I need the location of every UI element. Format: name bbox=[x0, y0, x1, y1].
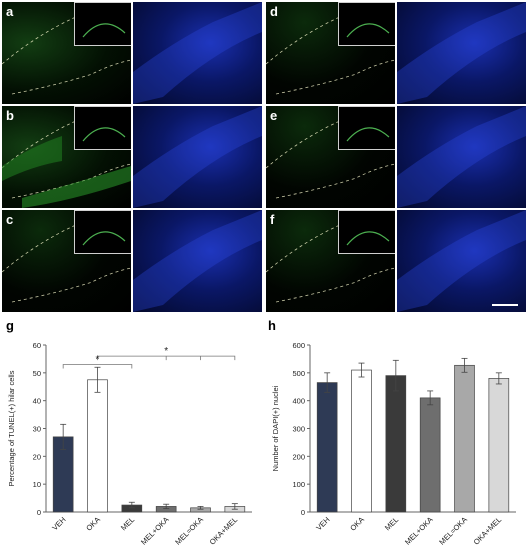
y-tick-label: 100 bbox=[292, 480, 305, 489]
tunel-micrograph-f: f bbox=[266, 210, 395, 312]
dapi-micrograph-e bbox=[397, 106, 526, 208]
bar-OKA bbox=[351, 369, 372, 513]
significance-star: * bbox=[164, 346, 168, 357]
bar-MEL=OKA bbox=[454, 364, 475, 513]
panel-label-f: f bbox=[270, 212, 275, 227]
panel-label-b: b bbox=[6, 108, 14, 123]
category-label: MEL+OKA bbox=[139, 515, 171, 547]
significance-star: * bbox=[96, 354, 100, 365]
category-label: MEL bbox=[119, 515, 136, 532]
overview-inset bbox=[74, 106, 131, 150]
category-label: MEL bbox=[383, 515, 400, 532]
category-label: OKA bbox=[84, 515, 102, 533]
bar-OKA bbox=[87, 379, 108, 513]
y-tick-label: 10 bbox=[33, 480, 41, 489]
significance-bracket bbox=[62, 364, 133, 369]
y-tick-label: 30 bbox=[33, 425, 41, 434]
dapi-micrograph-b bbox=[133, 106, 262, 208]
overview-inset bbox=[338, 106, 395, 150]
dapi-micrograph-c bbox=[133, 210, 262, 312]
category-label: VEH bbox=[50, 515, 67, 532]
dapi-micrograph-a bbox=[133, 2, 262, 104]
category-label: VEH bbox=[314, 515, 331, 532]
tunel-micrograph-a: a bbox=[2, 2, 131, 104]
tunel-micrograph-b: b bbox=[2, 106, 131, 208]
overview-inset bbox=[74, 2, 131, 46]
tunel-bar-chart: 0 10 20 30 40 50 60 Percentage of TUNEL(+) hila… bbox=[7, 341, 252, 547]
y-tick-label: 0 bbox=[301, 508, 305, 517]
y-tick-label: 400 bbox=[292, 397, 305, 406]
bar-MEL+OKA bbox=[419, 397, 441, 513]
overview-inset bbox=[74, 210, 131, 254]
y-axis-label: Number of DAPI(+) nuclei bbox=[271, 385, 280, 471]
overview-inset bbox=[338, 210, 395, 254]
y-tick-label: 60 bbox=[33, 341, 41, 350]
y-tick-label: 500 bbox=[292, 369, 305, 378]
panel-label-d: d bbox=[270, 4, 278, 19]
y-tick-label: 300 bbox=[292, 425, 305, 434]
category-label: MEL=OKA bbox=[437, 515, 469, 547]
category-label: OKA bbox=[348, 515, 366, 533]
tunel-micrograph-d: d bbox=[266, 2, 395, 104]
dapi-micrograph-d bbox=[397, 2, 526, 104]
bar-OKA+MEL bbox=[488, 378, 510, 513]
panel-label-c: c bbox=[6, 212, 14, 227]
y-tick-label: 50 bbox=[33, 369, 41, 378]
scale-bar bbox=[492, 304, 518, 306]
category-label: MEL=OKA bbox=[173, 515, 205, 547]
category-label: OKA+MEL bbox=[472, 515, 504, 547]
y-tick-label: 0 bbox=[37, 508, 41, 517]
y-tick-label: 20 bbox=[33, 452, 41, 461]
overview-inset bbox=[338, 2, 395, 46]
dapi-micrograph-f bbox=[397, 210, 526, 312]
tunel-micrograph-c: c bbox=[2, 210, 131, 312]
bar-VEH bbox=[316, 382, 338, 513]
dapi-bar-chart: 0 100 200 300 400 500 600 Number of DAPI(+) nuc… bbox=[271, 341, 516, 547]
panel-label-h: h bbox=[268, 318, 276, 333]
panel-label-e: e bbox=[270, 108, 278, 123]
category-label: MEL+OKA bbox=[403, 515, 435, 547]
panel-label-a: a bbox=[6, 4, 14, 19]
y-axis-label: Percentage of TUNEL(+) hilar cells bbox=[7, 370, 16, 486]
significance-bracket bbox=[97, 355, 236, 361]
tunel-micrograph-e: e bbox=[266, 106, 395, 208]
y-tick-label: 200 bbox=[292, 452, 305, 461]
y-tick-label: 40 bbox=[33, 397, 41, 406]
panel-label-g: g bbox=[6, 318, 14, 333]
bar-MEL bbox=[385, 375, 407, 513]
y-tick-label: 600 bbox=[292, 341, 305, 350]
category-label: OKA+MEL bbox=[208, 515, 240, 547]
